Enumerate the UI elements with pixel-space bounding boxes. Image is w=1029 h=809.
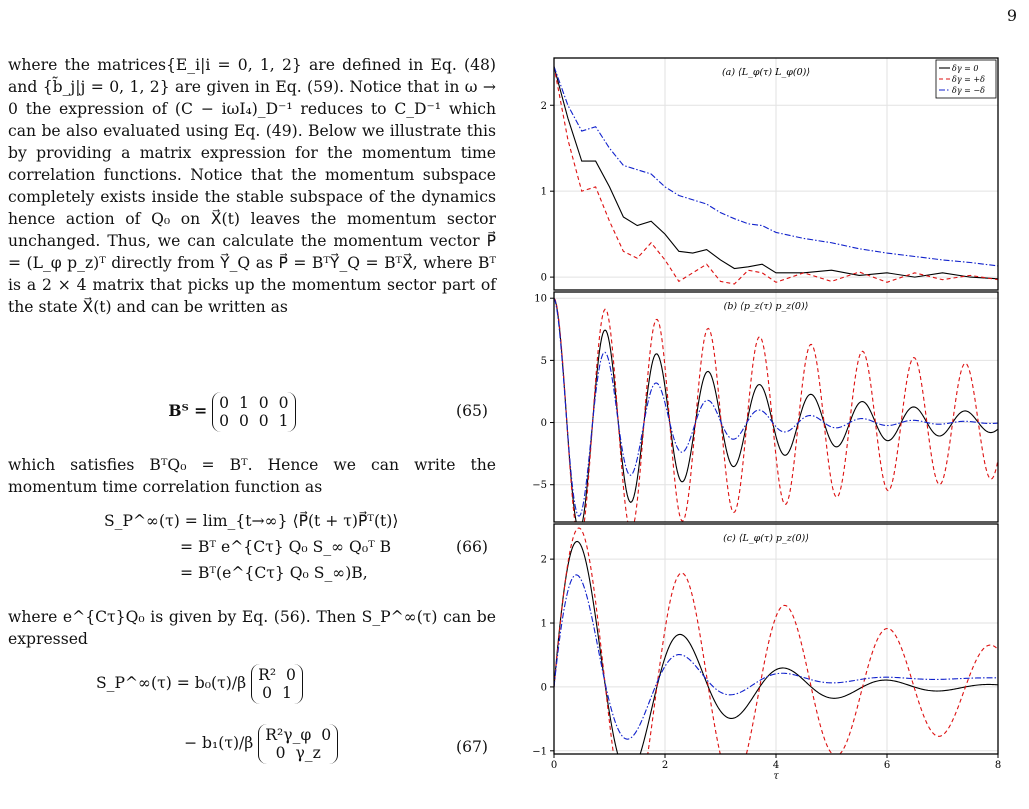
eq67-matrix-1: R² 0 0 1 bbox=[251, 664, 303, 704]
eq67-matrix-1-row-2: 0 1 bbox=[262, 684, 292, 702]
panel-1-y-tick-label-3: 10 bbox=[534, 294, 547, 305]
eq67-line-1-lhs: S_P^∞(τ) = b₀(τ)/β bbox=[96, 674, 247, 692]
eq66-line-2: = Bᵀ e^{Cτ} Q₀ S_∞ Q₀ᵀ B bbox=[180, 538, 392, 556]
paragraph-3: where e^{Cτ}Q₀ is given by Eq. (56). The… bbox=[8, 608, 496, 648]
eq67-matrix-2-row-1: R²γ_φ 0 bbox=[265, 726, 332, 744]
eq66-line-3: = Bᵀ(e^{Cτ} Q₀ S_∞)B, bbox=[180, 564, 368, 582]
eq65-number: (65) bbox=[455, 402, 488, 420]
panel-0-series-1-line bbox=[554, 66, 998, 285]
panel-1-y-tick-label-0: −5 bbox=[532, 480, 547, 491]
panel-0-frame bbox=[553, 57, 999, 291]
figure-correlation-plots: 0 1 2 (a) ⟨L_φ(τ) L_φ(0)⟩ δγ = 0 δγ = +δ δγ = … bbox=[532, 57, 1001, 782]
panel-2-series-0-line bbox=[554, 540, 998, 754]
x-tick-label-2: 4 bbox=[773, 760, 779, 771]
panel-0-y-tick-label-1: 1 bbox=[541, 187, 547, 198]
legend-label-2: δγ = −δ bbox=[952, 86, 985, 95]
panel-2-title: (c) ⟨L_φ(τ) p_z(0)⟩ bbox=[723, 533, 809, 544]
panel-1-frame bbox=[553, 291, 999, 523]
eq65-matrix: 0 1 0 0 0 0 0 1 bbox=[212, 392, 296, 432]
legend-label-0: δγ = 0 bbox=[952, 64, 978, 73]
equation-67: S_P^∞(τ) = b₀(τ)/β R² 0 0 1 − b₁(τ)/β R²… bbox=[8, 660, 496, 800]
eq67-number: (67) bbox=[455, 738, 488, 756]
panel-1-title: (b) ⟨p_z(τ) p_z(0)⟩ bbox=[724, 301, 809, 312]
panel-2-y-tick-label-3: 2 bbox=[541, 555, 547, 566]
panel-1-series-1-line bbox=[554, 297, 998, 522]
equation-65: Bᵀ = 0 1 0 0 0 0 0 1 (65) bbox=[8, 386, 496, 436]
panel-0-title: (a) ⟨L_φ(τ) L_φ(0)⟩ bbox=[722, 67, 810, 78]
x-axis-label: τ bbox=[773, 771, 779, 782]
page-number: 9 bbox=[1006, 6, 1017, 25]
paragraph-1: where the matrices{E_i|i = 0, 1, 2} are … bbox=[8, 56, 496, 316]
text-column: where the matrices{E_i|i = 0, 1, 2} are … bbox=[8, 54, 496, 318]
panel-0-series-0-line bbox=[554, 66, 998, 280]
eq66-line-1: S_P^∞(τ) = lim_{t→∞} ⟨P⃗(t + τ)P⃗ᵀ(t)⟩ bbox=[104, 512, 399, 530]
eq65-row-2: 0 0 0 1 bbox=[219, 412, 289, 430]
panel-1-series-0-line bbox=[554, 297, 998, 522]
text-column-3: where e^{Cτ}Q₀ is given by Eq. (56). The… bbox=[8, 606, 496, 650]
eq67-matrix-2-row-2: 0 γ_z bbox=[275, 744, 321, 762]
x-tick-label-4: 8 bbox=[995, 760, 1001, 771]
panel-2-series-1-line bbox=[554, 527, 998, 754]
eq67-matrix-2: R²γ_φ 0 0 γ_z bbox=[258, 724, 339, 764]
x-tick-label-0: 0 bbox=[551, 760, 557, 771]
legend-label-1: δγ = +δ bbox=[952, 75, 985, 84]
panel-0-series-2-line bbox=[554, 66, 998, 267]
panel-1-series-2-line bbox=[554, 298, 998, 517]
eq65-lhs: Bᵀ = bbox=[168, 401, 208, 420]
panel-0-y-tick-label-0: 0 bbox=[541, 273, 547, 284]
eq65-row-1: 0 1 0 0 bbox=[219, 394, 289, 412]
text-column-2: which satisfies BᵀQ₀ = Bᵀ. Hence we can … bbox=[8, 454, 496, 498]
panel-1-y-tick-label-2: 5 bbox=[541, 356, 547, 367]
x-tick-label-3: 6 bbox=[884, 760, 890, 771]
paragraph-2: which satisfies BᵀQ₀ = Bᵀ. Hence we can … bbox=[8, 456, 496, 496]
x-tick-label-1: 2 bbox=[662, 760, 668, 771]
panel-2-y-tick-label-1: 0 bbox=[541, 682, 547, 693]
panel-1-y-tick-label-1: 0 bbox=[541, 418, 547, 429]
panel-2-y-tick-label-2: 1 bbox=[541, 619, 547, 630]
panel-0-y-tick-label-2: 2 bbox=[541, 101, 547, 112]
panel-2-y-tick-label-0: −1 bbox=[532, 746, 547, 757]
eq67-matrix-1-row-1: R² 0 bbox=[258, 666, 296, 684]
equation-66: S_P^∞(τ) = lim_{t→∞} ⟨P⃗(t + τ)P⃗ᵀ(t)⟩ =… bbox=[8, 508, 496, 594]
eq67-line-2-lhs: − b₁(τ)/β bbox=[184, 734, 254, 752]
eq66-number: (66) bbox=[455, 538, 488, 556]
panel-2-series-2-line bbox=[554, 574, 998, 740]
